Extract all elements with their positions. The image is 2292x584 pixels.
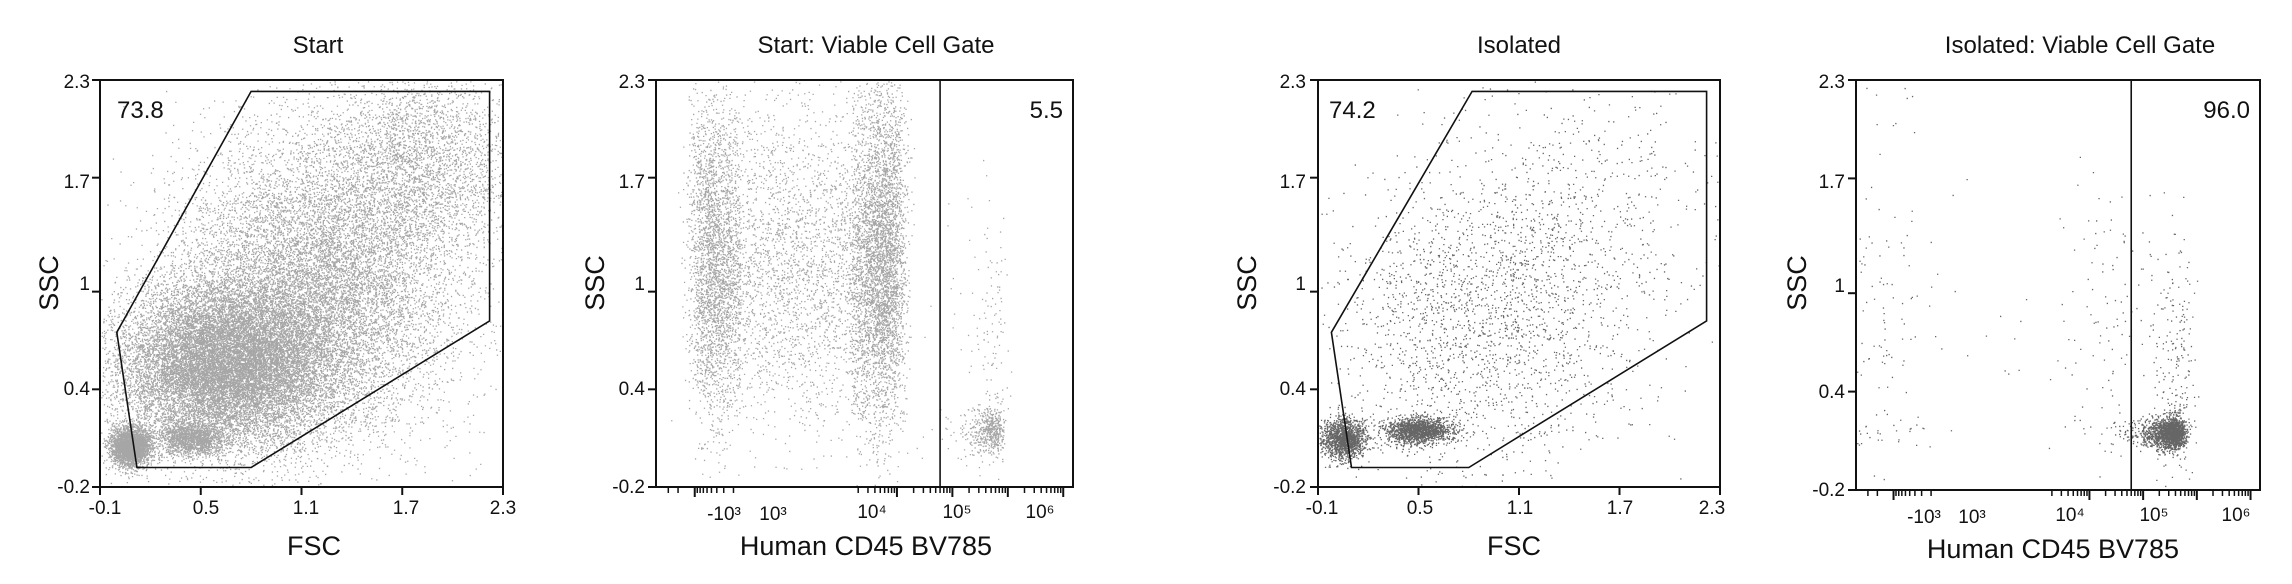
gate-percent: 74.2 xyxy=(1329,97,1376,124)
scatter-points xyxy=(671,81,1013,487)
x-tick-label: -0.1 xyxy=(1306,498,1339,519)
chart-title: Isolated: Viable Cell Gate xyxy=(1945,32,2215,59)
gate-percent: 73.8 xyxy=(117,97,164,124)
x-axis-label: Human CD45 BV785 xyxy=(740,531,992,561)
x-tick-label: -10³ xyxy=(707,504,741,525)
y-tick-label: -0.2 xyxy=(1273,477,1306,498)
x-tick-label: 2.3 xyxy=(490,498,516,519)
x-tick-label: -0.1 xyxy=(89,498,122,519)
x-tick-label: 1.1 xyxy=(1507,498,1533,519)
dot-layer xyxy=(1319,81,1720,488)
x-tick-label: 10³ xyxy=(759,504,786,525)
scatter-points xyxy=(101,81,504,486)
y-tick-label: -0.2 xyxy=(57,477,90,498)
y-tick-label: 0.4 xyxy=(1280,379,1307,400)
axis-ticks xyxy=(648,79,1065,497)
y-tick-label: -0.2 xyxy=(1812,480,1845,501)
chart-title: Start: Viable Cell Gate xyxy=(757,32,994,59)
x-tick-label: 10⁶ xyxy=(2222,505,2251,526)
axis-ticks xyxy=(1848,79,2252,500)
scatter-points xyxy=(1857,87,2200,488)
gate-percent: 96.0 xyxy=(2203,97,2250,124)
y-tick-label: 1.7 xyxy=(1280,172,1306,193)
x-axis-label: FSC xyxy=(287,531,341,561)
x-tick-label: 1.7 xyxy=(393,498,419,519)
x-tick-label: 10⁵ xyxy=(942,502,971,523)
axis-ticks xyxy=(92,79,504,495)
x-tick-label: 10⁶ xyxy=(1026,502,1055,523)
y-axis-label: SSC xyxy=(1782,255,1812,311)
plot-frame xyxy=(655,79,1074,488)
x-tick-label: 0.5 xyxy=(193,498,219,519)
y-tick-label: 2.3 xyxy=(1280,72,1306,93)
chart-title: Isolated xyxy=(1477,32,1561,59)
y-tick-label: 1.7 xyxy=(64,172,90,193)
x-tick-label: 10⁴ xyxy=(857,502,886,523)
dot-layer xyxy=(1857,87,2200,488)
y-tick-label: 1 xyxy=(1834,276,1845,297)
y-tick-label: 2.3 xyxy=(64,72,90,93)
y-tick-label: 1 xyxy=(79,274,90,295)
y-tick-label: 1 xyxy=(1295,274,1306,295)
y-tick-label: -0.2 xyxy=(612,477,645,498)
dot-layer xyxy=(671,81,1013,487)
x-tick-label: 1.7 xyxy=(1607,498,1633,519)
x-tick-label: 10³ xyxy=(1958,507,1985,528)
x-tick-label: 10⁵ xyxy=(2139,505,2168,526)
gate-polygon xyxy=(115,90,491,469)
y-axis-label: SSC xyxy=(34,255,64,311)
y-tick-label: 2.3 xyxy=(1819,72,1845,93)
y-tick-label: 1.7 xyxy=(1819,172,1845,193)
y-tick-label: 2.3 xyxy=(619,72,645,93)
y-tick-label: 0.4 xyxy=(64,379,91,400)
y-axis-label: SSC xyxy=(1232,255,1262,311)
chart-title: Start xyxy=(293,32,344,59)
x-tick-label: -10³ xyxy=(1907,507,1941,528)
x-tick-label: 1.1 xyxy=(293,498,319,519)
scatter-points xyxy=(1319,81,1720,488)
y-axis-label: SSC xyxy=(580,255,610,311)
plot-frame xyxy=(1855,79,2261,491)
y-tick-label: 0.4 xyxy=(1819,382,1846,403)
y-tick-label: 0.4 xyxy=(619,379,646,400)
gate-percent: 5.5 xyxy=(1030,97,1063,124)
x-tick-label: 0.5 xyxy=(1407,498,1433,519)
x-axis-label: Human CD45 BV785 xyxy=(1927,534,2179,564)
x-tick-label: 10⁴ xyxy=(2055,505,2084,526)
y-tick-label: 1 xyxy=(634,274,645,295)
dot-layer xyxy=(101,81,504,486)
x-axis-label: FSC xyxy=(1487,531,1541,561)
y-tick-label: 1.7 xyxy=(619,172,645,193)
gate-polygon xyxy=(1330,90,1708,469)
x-tick-label: 2.3 xyxy=(1699,498,1725,519)
axis-ticks xyxy=(1310,79,1721,495)
